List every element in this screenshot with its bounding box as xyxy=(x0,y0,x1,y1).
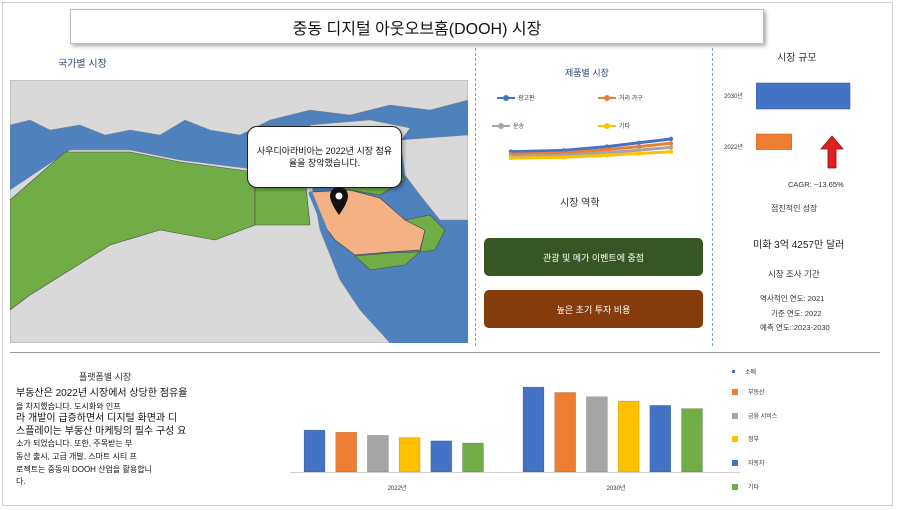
page-title: 중동 디지털 아웃오브홈(DOOH) 시장 xyxy=(70,9,764,44)
product-line-chart xyxy=(508,136,674,161)
series-point xyxy=(668,141,674,146)
forecast-year: 예측 연도: 2023-2030 xyxy=(760,323,830,332)
legend-swatch-icon xyxy=(732,459,738,466)
cagr-label: CAGR: ~13.65% xyxy=(788,180,844,189)
platform-description: 부동산은 2022년 시장에서 상당한 점유율 을 차지했습니다. 도시화와 인… xyxy=(16,388,261,489)
series-point xyxy=(668,136,674,142)
growth-arrow-icon xyxy=(820,135,844,169)
series-point xyxy=(636,140,642,145)
series-point xyxy=(668,149,674,154)
text-line: 다. xyxy=(16,477,26,487)
text-line: 동산 출시, 고급 개발, 스마트 시티 프 xyxy=(16,451,137,461)
legend-line-icon xyxy=(497,94,515,101)
iran-land xyxy=(399,134,468,221)
oman-uae-highlight xyxy=(404,214,446,253)
platform-legend-item: 부동산 xyxy=(732,387,765,396)
size-bar-chart xyxy=(756,82,851,150)
platform-bar xyxy=(367,435,389,473)
platform-bar xyxy=(649,405,672,473)
platform-bar xyxy=(398,437,421,473)
yemen-highlight xyxy=(354,251,421,271)
period-title: 시장 조사 기간 xyxy=(768,269,820,279)
series-point xyxy=(604,153,610,158)
product-legend-item: 광고판 xyxy=(497,93,535,102)
legend-swatch-icon xyxy=(732,412,738,419)
legend-swatch-icon xyxy=(732,483,738,490)
legend-line-icon xyxy=(598,122,616,129)
platform-legend-item: 소매 xyxy=(732,367,756,376)
location-pin-icon xyxy=(330,187,348,215)
product-legend-item: 기타 xyxy=(598,121,630,130)
country-section-title: 국가별 시장 xyxy=(58,59,107,70)
text-line: 소가 되었습니다. 또한, 주목받는 부 xyxy=(16,439,133,449)
series-point xyxy=(508,155,514,161)
country-map xyxy=(10,80,468,343)
series-point xyxy=(636,147,642,153)
product-section-title: 제품별 시장 xyxy=(565,68,609,78)
platform-bar xyxy=(462,442,484,473)
market-value: 미화 3억 4257만 달러 xyxy=(753,240,845,251)
size-year-top: 2030년 xyxy=(724,94,743,100)
europe-land xyxy=(10,80,468,136)
series-point xyxy=(636,151,642,156)
size-section-title: 시장 규모 xyxy=(777,53,817,64)
text-line: 라 개발이 급증하면서 디지털 화면과 디 xyxy=(16,413,178,425)
map-svg xyxy=(10,80,468,343)
category-tick-label: 2022년 xyxy=(388,484,407,492)
platform-bar xyxy=(430,440,453,473)
text-line: 로젝트는 중동의 DOOH 산업을 활용합니 xyxy=(16,464,152,474)
product-legend-item: 거리 가구 xyxy=(598,93,643,102)
series-point xyxy=(668,145,674,150)
legend-swatch-icon xyxy=(732,370,735,373)
platform-bar xyxy=(522,386,545,473)
text-line: 부동산은 2022년 시장에서 상당한 점유율 xyxy=(16,388,188,399)
series-point xyxy=(604,144,610,149)
north-africa-highlight xyxy=(10,151,256,311)
platform-bar xyxy=(554,392,576,473)
base-year: 기준 연도: 2022 xyxy=(771,309,822,318)
size-bar xyxy=(756,133,792,150)
restraint-box: 높은 초기 투자 비용 xyxy=(484,290,703,328)
text-line: 스플레이는 부동산 마케팅의 필수 구성 요 xyxy=(16,425,187,437)
legend-swatch-icon xyxy=(732,388,738,395)
red-sea xyxy=(308,191,342,266)
legend-line-icon xyxy=(492,122,510,129)
platform-bar xyxy=(335,431,357,473)
platform-bar xyxy=(303,429,326,473)
driver-box: 관광 및 메가 이벤트에 중점 xyxy=(484,238,703,276)
legend-swatch-icon xyxy=(732,435,738,442)
historical-year: 역사적인 연도: 2021 xyxy=(760,294,825,303)
divider-left xyxy=(475,48,476,346)
growth-label: 점진적인 성장 xyxy=(771,204,818,213)
series-point xyxy=(604,147,610,152)
series-point xyxy=(636,144,642,149)
platform-legend-item: 기타 xyxy=(732,482,759,491)
platform-bar xyxy=(681,408,703,473)
platform-section-title: 플랫폼별 시장 xyxy=(79,372,132,382)
platform-legend-item: 정부 xyxy=(732,434,759,443)
platform-bar-chart: 2022년 2030년 xyxy=(290,386,740,492)
platform-bar xyxy=(586,396,608,473)
product-legend-item: 운송 xyxy=(492,121,524,130)
series-point xyxy=(561,155,566,160)
platform-bar xyxy=(617,400,640,473)
text-line: 을 차지했습니다. 도시화와 인프 xyxy=(16,401,121,411)
platform-legend-item: 금융 서비스 xyxy=(732,411,777,420)
size-bar xyxy=(756,82,851,110)
legend-line-icon xyxy=(598,94,616,101)
divider-right xyxy=(712,48,713,346)
platform-legend-item: 자동차 xyxy=(732,458,765,467)
dynamics-section-title: 시장 역학 xyxy=(560,198,600,209)
map-callout: 사우디아라비아는 2022년 시장 점유율을 장악했습니다. xyxy=(247,126,402,188)
divider-horizontal xyxy=(10,352,880,353)
size-year-bottom: 2022년 xyxy=(724,145,743,151)
category-tick-label: 2030년 xyxy=(607,484,626,492)
